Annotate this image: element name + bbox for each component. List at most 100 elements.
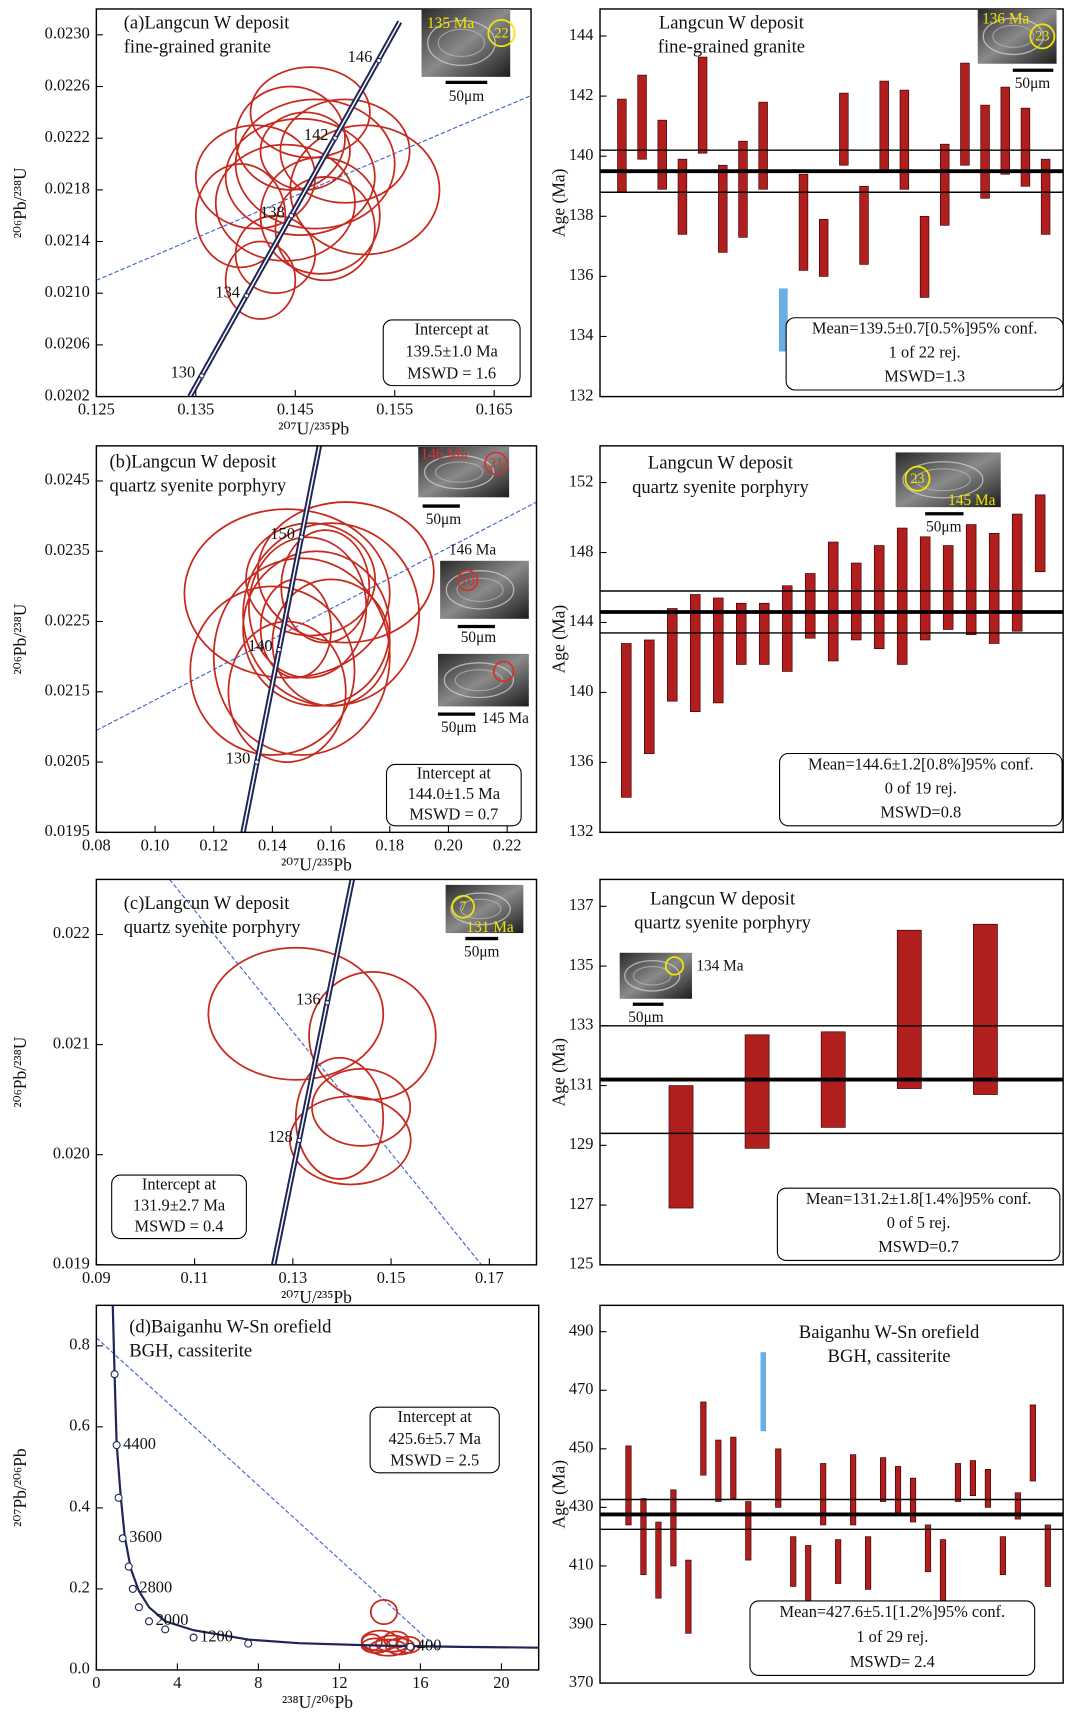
- age-bar: [739, 141, 748, 237]
- y-tick-label: 142: [569, 85, 594, 104]
- scale-label: 50μm: [461, 629, 497, 646]
- age-bar: [865, 1537, 870, 1590]
- spot-age: 135 Ma: [427, 15, 474, 32]
- age-label: 134: [215, 282, 240, 301]
- age-node: [125, 1563, 132, 1570]
- age-mark: [255, 760, 259, 764]
- y-tick-label: 0.022: [53, 923, 90, 942]
- panel-title: (b)Langcun W deposit: [109, 452, 277, 473]
- y-tick-label: 490: [569, 1320, 594, 1339]
- age-bar: [644, 640, 654, 754]
- y-tick-label: 136: [569, 265, 594, 284]
- annotation-text: MSWD= 2.4: [850, 1652, 935, 1671]
- age-bar: [1000, 1537, 1005, 1575]
- y-tick-label: 470: [569, 1379, 594, 1398]
- age-bar: [621, 643, 631, 797]
- y-tick-label: 148: [569, 541, 594, 560]
- age-bar: [701, 1402, 706, 1475]
- y-tick-label: 0.0226: [45, 75, 90, 94]
- annotation-text: Intercept at: [398, 1407, 473, 1426]
- rejected-bar: [761, 1352, 766, 1431]
- spot-number: 23: [910, 471, 924, 487]
- annotation-text: 425.6±5.7 Ma: [388, 1429, 481, 1448]
- age-bar: [641, 1499, 646, 1575]
- annotation-text: Mean=144.6±1.2[0.8%]95% conf.: [808, 754, 1034, 773]
- age-mark: [289, 214, 293, 218]
- annotation-text: 0 of 19 rej.: [885, 778, 957, 797]
- plot-area: [600, 57, 1063, 351]
- age-label: 2800: [139, 1578, 172, 1597]
- age-mark: [325, 1001, 329, 1005]
- age-bar: [790, 1537, 795, 1587]
- age-label: 128: [268, 1127, 293, 1146]
- y-tick-label: 140: [569, 681, 594, 700]
- annotation-text: Mean=427.6±5.1[1.2%]95% conf.: [780, 1602, 1006, 1621]
- panel-subtitle: fine-grained granite: [124, 37, 271, 58]
- annotation-text: MSWD=1.3: [884, 367, 965, 386]
- age-bar: [940, 1540, 945, 1604]
- cl-image: [440, 561, 529, 619]
- error-ellipse: [243, 523, 419, 706]
- panel-title: (a)Langcun W deposit: [124, 13, 291, 34]
- age-bar: [686, 1560, 691, 1633]
- panel: 132134136138140142144Age (Ma)Langcun W d…: [549, 9, 1064, 404]
- x-tick-label: 12: [331, 1673, 347, 1692]
- spot-age: 134 Ma: [696, 958, 743, 975]
- age-bar: [776, 1449, 781, 1508]
- age-bar: [1030, 1405, 1035, 1481]
- panel-subtitle: BGH, cassiterite: [828, 1346, 951, 1367]
- y-tick-label: 134: [569, 325, 594, 344]
- panel: 0.00.20.40.60.8²⁰⁷Pb/²⁰⁶Pb048121620²³⁸U/…: [10, 1305, 539, 1712]
- age-bar: [638, 75, 647, 159]
- x-axis-label: ²⁰⁷U/²³⁵Pb: [278, 419, 349, 439]
- age-bar: [920, 216, 929, 297]
- x-tick-label: 0: [92, 1673, 100, 1692]
- x-tick-label: 0.11: [181, 1268, 209, 1287]
- age-mark: [190, 1634, 197, 1641]
- x-tick-label: 4: [173, 1673, 181, 1692]
- reference-line: [96, 1338, 438, 1650]
- annotation-text: MSWD = 0.4: [135, 1217, 224, 1236]
- y-tick-label: 0.0206: [45, 334, 90, 353]
- error-ellipse: [228, 622, 345, 763]
- y-tick-label: 127: [569, 1194, 594, 1213]
- plot-area: [600, 495, 1063, 798]
- age-bar: [925, 1525, 930, 1572]
- y-tick-label: 0.0: [69, 1659, 90, 1678]
- panel: 370390410430450470490Age (Ma)Baiganhu W-…: [549, 1305, 1064, 1691]
- x-tick-label: 0.155: [376, 400, 413, 419]
- annotation-text: Mean=139.5±0.7[0.5%]95% conf.: [812, 319, 1038, 338]
- scale-label: 50μm: [1015, 75, 1051, 92]
- x-axis-label: ²⁰⁷U/²³⁵Pb: [281, 854, 352, 874]
- y-tick-label: 144: [569, 25, 594, 44]
- age-label: 142: [304, 125, 329, 144]
- x-tick-label: 0.09: [82, 1268, 111, 1287]
- age-mark: [297, 1138, 301, 1142]
- y-tick-label: 410: [569, 1555, 594, 1574]
- age-bar: [920, 537, 930, 640]
- age-mark: [377, 58, 381, 62]
- y-tick-label: 0.8: [69, 1335, 90, 1354]
- age-mark: [277, 647, 281, 651]
- spot-number: 7: [460, 899, 467, 915]
- panel-title: Langcun W deposit: [648, 453, 794, 474]
- panel-subtitle: quartz syenite porphyry: [632, 477, 809, 498]
- age-bar: [782, 586, 792, 672]
- age-bar: [955, 1463, 960, 1501]
- y-tick-label: 0.021: [53, 1033, 90, 1052]
- age-bar: [985, 1469, 990, 1507]
- spot-age: 145 Ma: [948, 492, 995, 509]
- age-bar: [839, 93, 848, 165]
- age-bar: [940, 144, 949, 225]
- panel-title: (c)Langcun W deposit: [124, 893, 291, 914]
- y-tick-label: 430: [569, 1496, 594, 1515]
- age-bar: [745, 1035, 769, 1149]
- y-tick-label: 0.0245: [45, 470, 90, 489]
- y-tick-label: 0.020: [53, 1143, 90, 1162]
- annotation-text: MSWD = 1.6: [407, 363, 496, 382]
- x-axis-label: ²³⁸U/²⁰⁶Pb: [282, 1692, 353, 1712]
- figure: 0.02020.02060.02100.02140.02180.02220.02…: [0, 0, 1073, 1726]
- panel-title: Baiganhu W-Sn orefield: [799, 1322, 980, 1343]
- scale-label: 50μm: [926, 518, 962, 535]
